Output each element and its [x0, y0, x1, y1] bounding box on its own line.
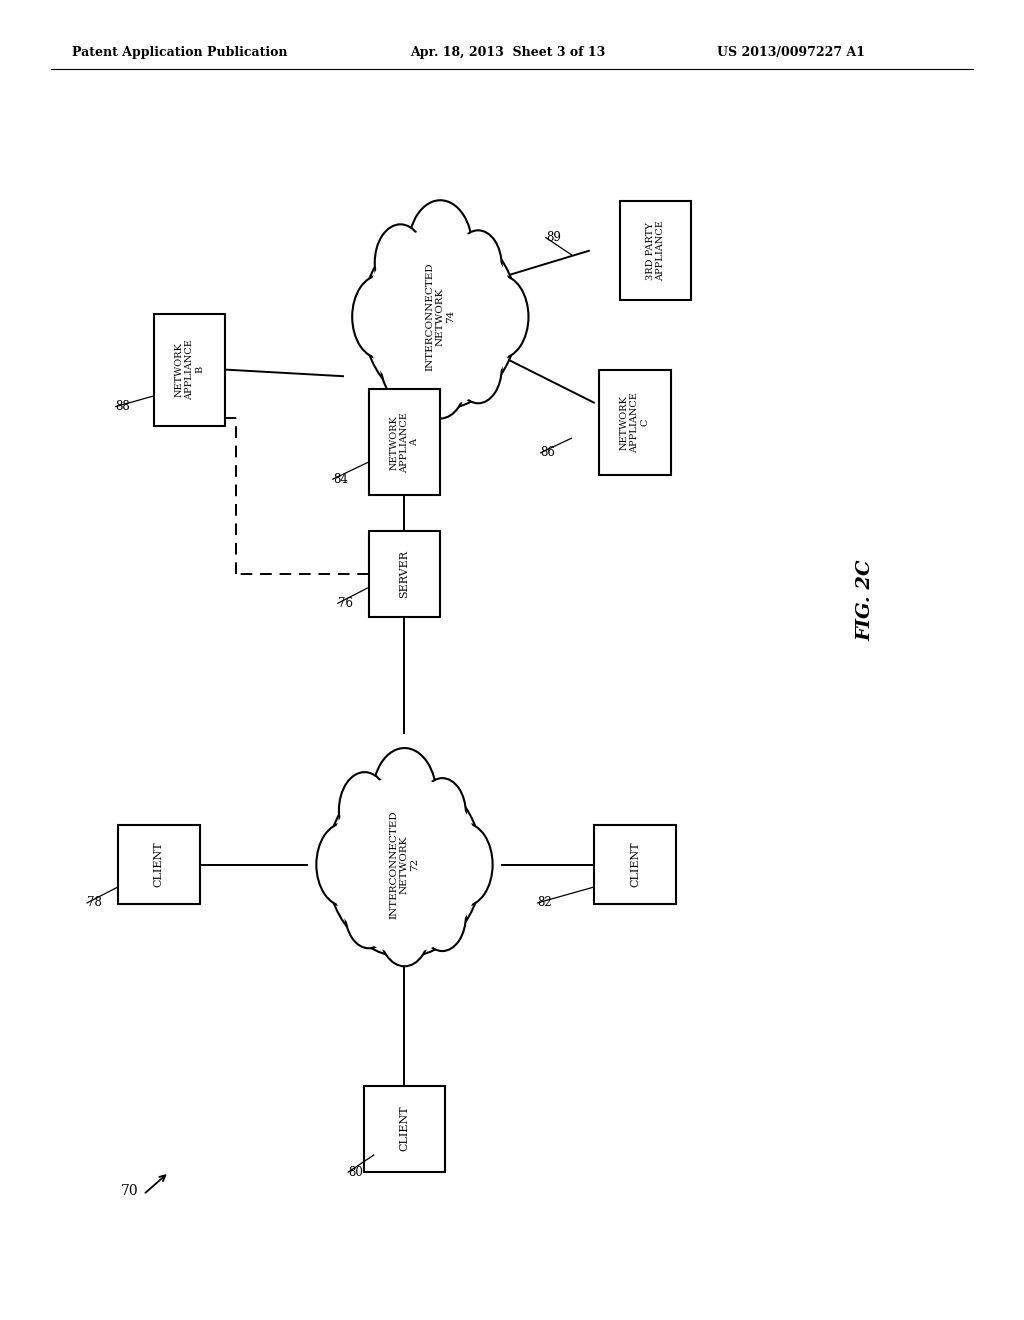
- Ellipse shape: [375, 224, 426, 301]
- Text: FIG. 2C: FIG. 2C: [856, 560, 874, 642]
- Text: INTERCONNECTED
NETWORK
74: INTERCONNECTED NETWORK 74: [425, 263, 456, 371]
- Ellipse shape: [437, 824, 493, 906]
- Text: 89: 89: [546, 231, 561, 244]
- FancyBboxPatch shape: [364, 1085, 445, 1172]
- FancyBboxPatch shape: [599, 370, 671, 475]
- Text: CLIENT: CLIENT: [630, 842, 640, 887]
- Ellipse shape: [455, 230, 502, 301]
- Text: 3RD PARTY
APPLIANCE: 3RD PARTY APPLIANCE: [646, 220, 665, 281]
- Text: 80: 80: [348, 1166, 364, 1179]
- Ellipse shape: [329, 776, 480, 953]
- Text: Patent Application Publication: Patent Application Publication: [72, 46, 287, 59]
- Text: 78: 78: [87, 896, 102, 909]
- Ellipse shape: [409, 201, 472, 296]
- FancyBboxPatch shape: [594, 825, 676, 904]
- FancyBboxPatch shape: [154, 314, 225, 425]
- Text: NETWORK
APPLIANCE
A: NETWORK APPLIANCE A: [389, 412, 420, 473]
- Ellipse shape: [339, 772, 390, 849]
- Text: 76: 76: [338, 597, 353, 610]
- FancyBboxPatch shape: [369, 532, 440, 618]
- FancyBboxPatch shape: [369, 389, 440, 495]
- Ellipse shape: [419, 880, 466, 952]
- Text: 70: 70: [121, 1184, 138, 1197]
- Text: Apr. 18, 2013  Sheet 3 of 13: Apr. 18, 2013 Sheet 3 of 13: [410, 46, 605, 59]
- FancyBboxPatch shape: [620, 201, 691, 300]
- Ellipse shape: [365, 227, 516, 407]
- Text: CLIENT: CLIENT: [399, 1106, 410, 1151]
- Text: 82: 82: [538, 896, 552, 909]
- Ellipse shape: [473, 276, 528, 358]
- Ellipse shape: [362, 224, 518, 409]
- Text: SERVER: SERVER: [399, 550, 410, 598]
- Ellipse shape: [379, 890, 430, 966]
- Text: US 2013/0097227 A1: US 2013/0097227 A1: [717, 46, 865, 59]
- Ellipse shape: [415, 342, 466, 418]
- Text: INTERCONNECTED
NETWORK
72: INTERCONNECTED NETWORK 72: [389, 810, 420, 919]
- Text: 84: 84: [333, 473, 348, 486]
- Ellipse shape: [419, 777, 466, 849]
- Text: NETWORK
APPLIANCE
C: NETWORK APPLIANCE C: [620, 392, 650, 453]
- FancyBboxPatch shape: [118, 825, 200, 904]
- Text: 88: 88: [116, 400, 130, 413]
- Ellipse shape: [381, 330, 428, 400]
- Text: 86: 86: [541, 446, 556, 459]
- Ellipse shape: [455, 333, 502, 404]
- Ellipse shape: [373, 748, 436, 843]
- Ellipse shape: [345, 878, 392, 948]
- Ellipse shape: [316, 824, 372, 906]
- Text: CLIENT: CLIENT: [154, 842, 164, 887]
- Ellipse shape: [352, 276, 408, 358]
- Text: NETWORK
APPLIANCE
B: NETWORK APPLIANCE B: [174, 339, 205, 400]
- Ellipse shape: [327, 772, 482, 957]
